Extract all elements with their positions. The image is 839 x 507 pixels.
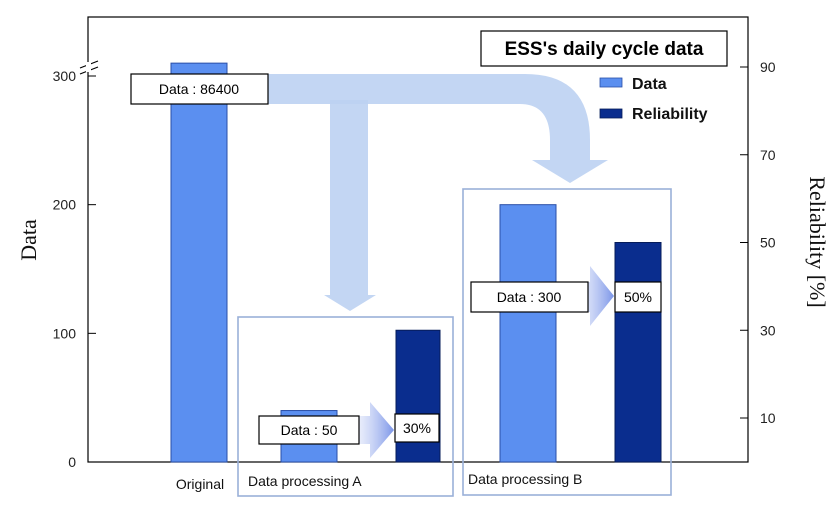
left-tick-label: 100 — [53, 325, 77, 341]
category-label-a: Data processing A — [248, 473, 362, 489]
legend-swatch-reliability — [599, 108, 623, 119]
svg-text:30%: 30% — [403, 420, 431, 436]
legend-label-data: Data — [632, 76, 667, 93]
right-tick-label: 90 — [760, 59, 776, 75]
annotation-a-reliability: 30% — [394, 413, 440, 443]
bar-reliability-2 — [614, 242, 662, 463]
legend-swatch-data — [599, 77, 623, 88]
annotation-b-reliability: 50% — [614, 281, 662, 313]
svg-text:Data : 300: Data : 300 — [497, 289, 562, 305]
left-tick-label: 0 — [68, 454, 76, 470]
y-axis-title: Data — [16, 219, 41, 261]
right-tick-label: 10 — [760, 410, 776, 426]
legend-label-reliability: Reliability — [632, 106, 708, 123]
legend: Data Reliability — [599, 76, 708, 123]
flow-arrow-to-a — [324, 100, 376, 311]
chart-title: ESS's daily cycle data — [480, 30, 728, 67]
flow-arrow-to-b — [268, 74, 608, 183]
svg-text:50%: 50% — [624, 289, 652, 305]
bar-data-2 — [499, 204, 557, 463]
left-tick-label: 200 — [53, 197, 77, 213]
category-label-original: Original — [176, 476, 224, 492]
group-box-b — [462, 188, 672, 496]
annotation-original-data: Data : 86400 — [130, 73, 269, 105]
annotation-a-data: Data : 50 — [258, 415, 360, 445]
svg-text:Data : 86400: Data : 86400 — [159, 81, 239, 97]
right-tick-label: 70 — [760, 147, 776, 163]
left-tick-label: 300 — [53, 68, 77, 84]
svg-text:Data : 50: Data : 50 — [281, 422, 338, 438]
right-tick-label: 50 — [760, 235, 776, 251]
left-axis: 0 100 200 300 — [53, 68, 96, 470]
category-label-b: Data processing B — [468, 471, 582, 487]
y2-axis-title: Reliability [%] — [805, 176, 830, 307]
bar-data-0 — [170, 62, 228, 463]
axis-break-icon — [79, 60, 99, 75]
svg-text:ESS's daily cycle data: ESS's daily cycle data — [505, 39, 704, 60]
right-tick-label: 30 — [760, 322, 776, 338]
annotation-b-data: Data : 300 — [470, 281, 589, 313]
group-box-a — [237, 316, 454, 497]
right-axis: 10 30 50 70 90 — [740, 59, 776, 426]
